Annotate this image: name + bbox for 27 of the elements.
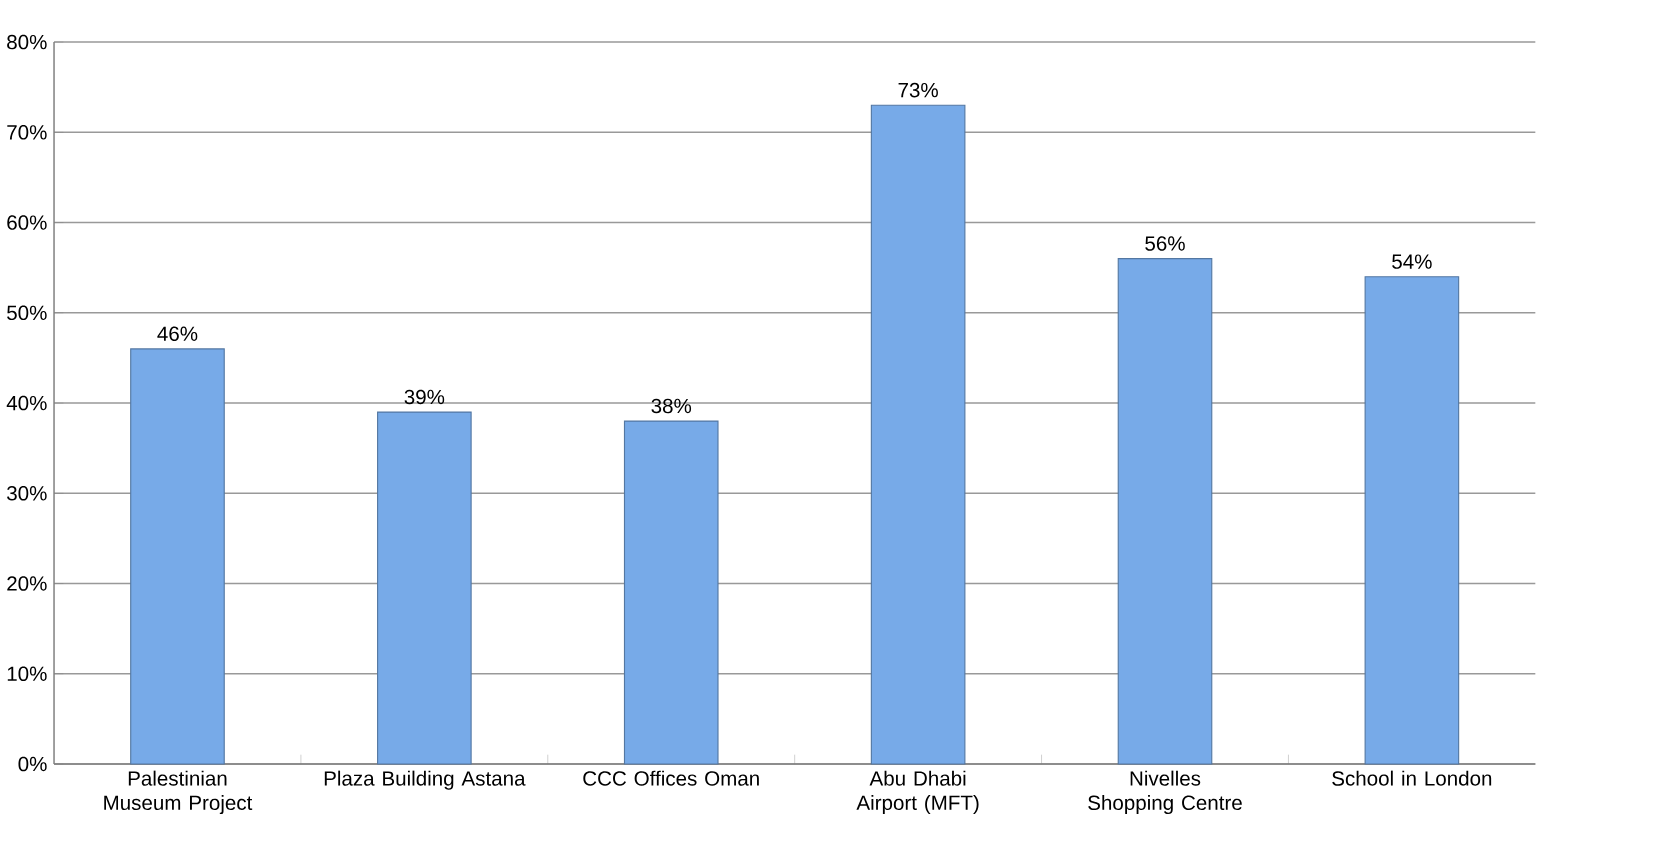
bar bbox=[623, 420, 719, 765]
bar bbox=[130, 348, 225, 765]
bar bbox=[377, 411, 472, 765]
bar bbox=[870, 104, 966, 765]
y-tick-label: 0% bbox=[18, 756, 47, 772]
y-tick-label: 10% bbox=[7, 666, 47, 682]
data-label: 38% bbox=[651, 398, 692, 414]
y-tick-label: 30% bbox=[7, 486, 47, 501]
x-tick-label: School in London bbox=[1332, 770, 1492, 786]
data-label: 54% bbox=[1392, 254, 1432, 269]
x-tick-label: Palestinian Museum Project bbox=[104, 770, 253, 815]
data-label: 56% bbox=[1145, 236, 1185, 251]
x-tick-label: CCC Offices Oman bbox=[583, 770, 759, 786]
y-tick-label: 20% bbox=[7, 576, 47, 591]
data-label: 39% bbox=[404, 389, 445, 405]
y-tick-label: 70% bbox=[7, 125, 47, 140]
data-label: 46% bbox=[157, 326, 198, 342]
x-tick-label: Nivelles Shopping Centre bbox=[1088, 770, 1242, 815]
x-tick-label: Plaza Building Astana bbox=[324, 770, 526, 790]
y-tick-label: 50% bbox=[7, 305, 47, 321]
data-label: 73% bbox=[898, 82, 938, 98]
x-tick-label: Abu Dhabi Airport (MFT) bbox=[856, 770, 979, 815]
y-tick-label: 60% bbox=[7, 215, 47, 230]
bar bbox=[1364, 276, 1460, 765]
y-tick-label: 40% bbox=[6, 395, 47, 411]
bar bbox=[1117, 258, 1213, 765]
y-tick-label: 80% bbox=[7, 34, 47, 50]
